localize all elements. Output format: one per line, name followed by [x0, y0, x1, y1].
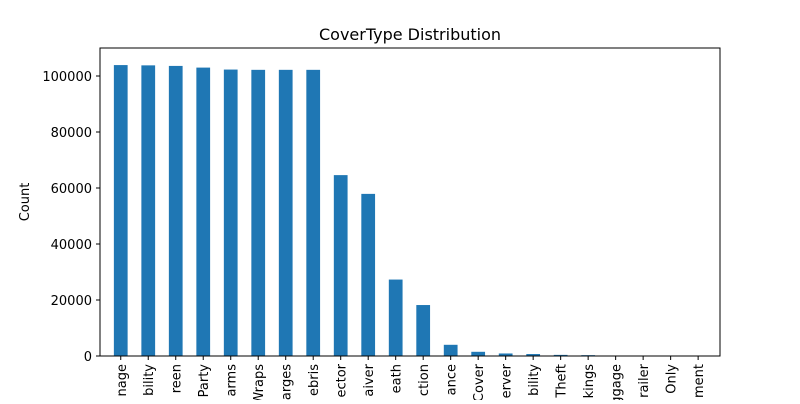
x-tick-label: reen [170, 364, 185, 393]
plot-area-frame [100, 48, 720, 356]
bar [471, 352, 485, 356]
bar [416, 305, 430, 356]
x-tick-label: Theft [555, 364, 570, 399]
x-tick-label: Cover [472, 363, 487, 400]
bar [251, 70, 265, 356]
y-tick-label: 80000 [51, 126, 92, 141]
x-tick-label: aiver [362, 363, 377, 396]
y-tick-label: 0 [84, 350, 92, 365]
bar [444, 345, 458, 356]
y-tick-label: 60000 [51, 182, 92, 197]
y-axis-ticks: 0 20000 40000 60000 80000 100000 [42, 70, 100, 365]
x-tick-label: ebris [307, 364, 322, 396]
x-tick-label: bility [142, 364, 157, 396]
x-tick-label: eath [390, 364, 405, 393]
x-tick-label: bility [527, 364, 542, 396]
x-tick-label: ance [445, 364, 460, 395]
y-tick-label: 40000 [51, 238, 92, 253]
bar [361, 194, 375, 356]
bar [306, 70, 320, 356]
bar [114, 65, 128, 356]
x-tick-label: arges [280, 364, 295, 400]
x-tick-label: Wraps [252, 364, 267, 400]
x-tick-label: ector [335, 363, 350, 397]
x-tick-label: kings [582, 364, 597, 399]
y-tick-label: 20000 [51, 294, 92, 309]
bar [334, 175, 348, 356]
x-tick-label: ction [417, 364, 432, 396]
x-tick-label: railer [637, 363, 652, 398]
bar [279, 70, 293, 356]
y-axis-label: Count [18, 183, 33, 222]
x-tick-label: nage [115, 364, 130, 396]
x-tick-label: erver [500, 363, 515, 398]
bar [169, 66, 183, 356]
x-tick-label: ment [692, 364, 707, 398]
x-tick-label: arms [225, 364, 240, 397]
bar [196, 68, 210, 356]
bar [224, 70, 238, 356]
bar [389, 280, 403, 356]
bars-layer [114, 65, 705, 356]
bar [141, 65, 155, 356]
x-tick-label: Party [197, 364, 212, 398]
x-tick-label: Only [665, 364, 680, 394]
x-tick-label: ggage [610, 364, 625, 400]
y-tick-label: 100000 [42, 70, 92, 85]
chart-title: CoverType Distribution [319, 25, 501, 44]
